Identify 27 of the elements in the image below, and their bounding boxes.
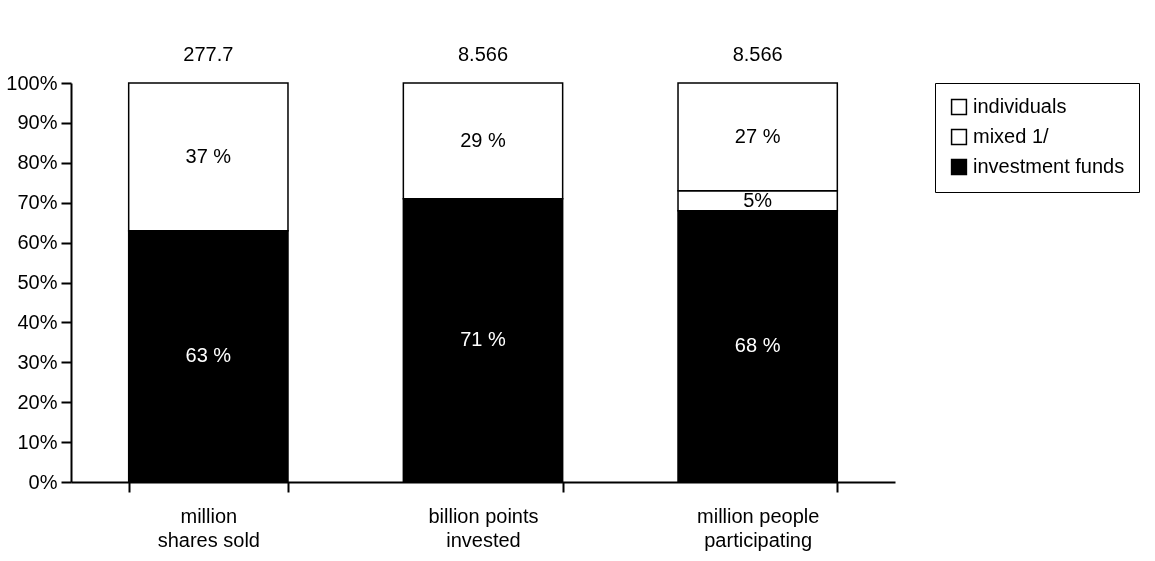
y-tick-label: 90% — [17, 111, 58, 134]
y-tick-label: 50% — [17, 271, 58, 293]
y-tick-label: 70% — [17, 191, 58, 214]
legend-label: investment funds — [973, 155, 1125, 177]
data-label: 63 % — [185, 344, 232, 367]
annotation: 277.7 — [183, 43, 234, 65]
y-tick-label: 30% — [17, 350, 58, 373]
data-label: 29 % — [460, 128, 507, 151]
y-tick-label: 100% — [6, 71, 58, 94]
legend-label: mixed 1/ — [973, 125, 1050, 147]
x-tick-label: billion points invested — [428, 504, 539, 551]
data-label: 27 % — [734, 124, 781, 147]
annotation: 8.566 — [457, 43, 509, 65]
y-tick-label: 40% — [17, 310, 58, 333]
y-tick-label: 20% — [17, 390, 58, 413]
legend-label: individuals — [973, 95, 1067, 117]
data-label: 71 % — [460, 328, 507, 351]
y-tick-label: 80% — [17, 151, 58, 174]
data-label: 5% — [743, 188, 773, 211]
y-tick-label: 10% — [17, 430, 58, 453]
annotation: 8.566 — [732, 43, 783, 65]
data-label: 37 % — [185, 144, 232, 167]
x-tick-label: million people participating — [697, 504, 820, 551]
y-tick-label: 0% — [28, 470, 58, 493]
x-tick-label: million shares sold — [157, 504, 260, 551]
data-label: 68 % — [734, 334, 781, 357]
y-tick-label: 60% — [17, 231, 58, 254]
